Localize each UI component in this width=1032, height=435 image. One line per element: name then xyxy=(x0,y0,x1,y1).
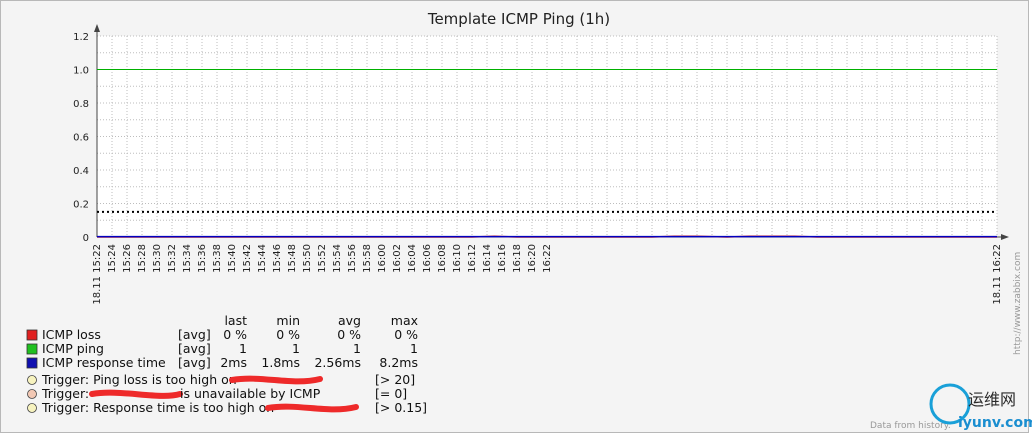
site-logo: 运维网 iyunv.com xyxy=(929,383,1032,431)
x-axis: 15:24 15:26 15:28 15:30 15:32 15:34 15:36 15:38… xyxy=(92,234,1009,305)
legend-series-name: ICMP loss xyxy=(42,327,101,342)
legend: last min avg max ICMP loss [avg] 0 % 0 % 0 % 0 % I… xyxy=(26,313,418,370)
legend-header: min xyxy=(276,313,300,328)
x-tick-label: 16:10 xyxy=(452,244,463,273)
x-tick-label: 15:54 xyxy=(332,244,343,273)
y-tick-label: 0.4 xyxy=(73,166,89,177)
x-tick-label: 16:20 xyxy=(527,244,538,273)
trigger-condition: [> 20] xyxy=(375,372,415,387)
trigger-condition: [= 0] xyxy=(375,386,407,401)
x-tick-label: 16:12 xyxy=(467,244,478,273)
x-tick-label: 15:26 xyxy=(122,244,133,273)
x-tick-label: 15:48 xyxy=(287,244,298,273)
x-tick-label: 15:44 xyxy=(257,244,268,273)
legend-swatch xyxy=(26,329,38,341)
trigger-list: Trigger: Ping loss is too high on [> 20]… xyxy=(27,372,427,415)
x-tick-label: 16:04 xyxy=(407,244,418,273)
trigger-text: Trigger: Ping loss is too high on xyxy=(41,372,237,387)
legend-value-min: 1.8ms xyxy=(261,355,300,370)
x-axis-arrow xyxy=(1001,234,1009,240)
legend-value-avg: 0 % xyxy=(337,327,361,342)
x-tick-label: 15:46 xyxy=(272,244,283,273)
trigger-text: Trigger: Response time is too high on xyxy=(41,400,274,415)
legend-function: [avg] xyxy=(178,355,211,370)
y-tick-label: 1.0 xyxy=(73,66,89,77)
x-tick-label: 15:36 xyxy=(197,244,208,273)
site-url-text: iyunv.com xyxy=(958,415,1032,431)
legend-series-name: ICMP response time xyxy=(42,355,166,370)
legend-header: max xyxy=(391,313,418,328)
x-tick-label: 16:02 xyxy=(392,244,403,273)
legend-function: [avg] xyxy=(178,341,211,356)
legend-function: [avg] xyxy=(178,327,211,342)
trigger-text: is unavailable by ICMP xyxy=(180,386,321,401)
legend-value-avg: 2.56ms xyxy=(314,355,361,370)
legend-value-min: 1 xyxy=(292,341,300,356)
x-tick-label: 16:22 xyxy=(542,244,553,273)
trigger-dot xyxy=(27,375,37,385)
y-axis-arrow xyxy=(94,24,100,32)
series-group xyxy=(97,69,997,238)
x-start-label: 18.11 15:22 xyxy=(92,244,103,305)
trigger-text: Trigger: xyxy=(41,386,89,401)
legend-value-avg: 1 xyxy=(353,341,361,356)
x-tick-label: 15:32 xyxy=(167,244,178,273)
footer-text: Data from history. xyxy=(870,421,951,431)
y-tick-label: 0 xyxy=(83,233,89,244)
legend-value-max: 8.2ms xyxy=(379,355,418,370)
x-end-label: 18.11 16:22 xyxy=(992,244,1003,305)
y-tick-label: 0.6 xyxy=(73,133,89,144)
legend-series-name: ICMP ping xyxy=(42,341,104,356)
y-axis: 0 0.2 0.4 0.6 0.8 1.0 1.2 xyxy=(73,24,100,244)
chart-title: Template ICMP Ping (1h) xyxy=(427,10,610,28)
x-tick-label: 15:34 xyxy=(182,244,193,273)
legend-swatch xyxy=(26,343,38,355)
x-tick-label: 16:14 xyxy=(482,244,493,273)
legend-value-min: 0 % xyxy=(276,327,300,342)
redacted-host xyxy=(229,375,323,385)
x-tick-label: 15:30 xyxy=(152,244,163,273)
y-tick-label: 0.2 xyxy=(73,200,89,211)
redacted-host xyxy=(89,389,183,399)
x-tick-label: 15:40 xyxy=(227,244,238,273)
x-tick-label: 15:52 xyxy=(317,244,328,273)
x-tick-label: 16:18 xyxy=(512,244,523,273)
trigger-condition: [> 0.15] xyxy=(375,400,427,415)
x-tick-label: 15:24 xyxy=(107,244,118,273)
legend-value-last: 2ms xyxy=(220,355,247,370)
x-tick-label: 15:28 xyxy=(137,244,148,273)
y-tick-label: 1.2 xyxy=(73,32,89,43)
legend-value-last: 1 xyxy=(239,341,247,356)
x-tick-label: 15:56 xyxy=(347,244,358,273)
x-tick-label: 16:00 xyxy=(377,244,388,273)
x-tick-label: 16:16 xyxy=(497,244,508,273)
y-tick-label: 0.8 xyxy=(73,99,89,110)
legend-header: avg xyxy=(338,313,361,328)
site-logo-text: 运维网 xyxy=(968,390,1016,409)
legend-swatch xyxy=(26,357,38,369)
x-tick-label: 15:42 xyxy=(242,244,253,273)
redacted-host xyxy=(265,403,359,413)
legend-value-max: 0 % xyxy=(394,327,418,342)
site-logo-icon xyxy=(929,383,971,425)
legend-header: last xyxy=(224,313,247,328)
x-tick-label: 15:50 xyxy=(302,244,313,273)
trigger-dot xyxy=(27,403,37,413)
legend-value-max: 1 xyxy=(410,341,418,356)
x-tick-label: 16:08 xyxy=(437,244,448,273)
legend-value-last: 0 % xyxy=(223,327,247,342)
trigger-dot xyxy=(27,389,37,399)
zabbix-watermark: http://www.zabbix.com xyxy=(1013,252,1023,355)
x-tick-label: 15:38 xyxy=(212,244,223,273)
x-tick-label: 15:58 xyxy=(362,244,373,273)
x-tick-label: 16:06 xyxy=(422,244,433,273)
